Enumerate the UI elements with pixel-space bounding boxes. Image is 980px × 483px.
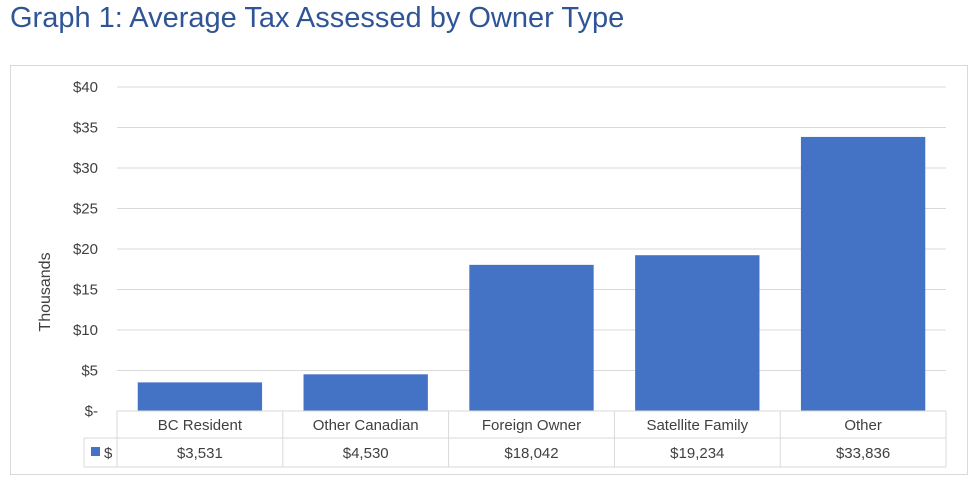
y-tick-label: $10 bbox=[73, 322, 98, 339]
category-label: Other bbox=[844, 417, 882, 434]
y-axis-label: Thousands bbox=[37, 252, 54, 331]
bar bbox=[635, 255, 760, 411]
bar bbox=[137, 382, 263, 411]
chart-frame bbox=[10, 65, 968, 475]
data-table: $ BC Resident $3,531 Other Canadian $4,530 Fo… bbox=[83, 410, 947, 468]
bar bbox=[303, 374, 428, 411]
category-label: Foreign Owner bbox=[482, 417, 581, 434]
y-tick-label: $35 bbox=[73, 120, 98, 137]
category-label: BC Resident bbox=[158, 417, 243, 434]
y-tick-label: $40 bbox=[73, 79, 98, 96]
bar bbox=[800, 136, 926, 411]
y-tick-label: $5 bbox=[81, 363, 98, 380]
category-label: Satellite Family bbox=[646, 417, 748, 434]
y-tick-label: $- bbox=[85, 403, 98, 420]
page-title: Graph 1: Average Tax Assessed by Owner T… bbox=[10, 2, 625, 34]
bars bbox=[137, 136, 926, 411]
value-label: $18,042 bbox=[504, 445, 558, 462]
y-tick-label: $30 bbox=[73, 160, 98, 177]
y-tick-label: $15 bbox=[73, 282, 98, 299]
y-tick-label: $20 bbox=[73, 241, 98, 258]
value-label: $4,530 bbox=[343, 445, 389, 462]
value-label: $3,531 bbox=[177, 445, 223, 462]
value-label: $19,234 bbox=[670, 445, 724, 462]
y-tick-label: $25 bbox=[73, 201, 98, 218]
y-tick-labels: $- $5 $10 $15 $20 $25 $30 $35 $40 bbox=[73, 79, 98, 420]
legend-key bbox=[91, 447, 100, 456]
value-label: $33,836 bbox=[836, 445, 890, 462]
legend-label: $ bbox=[104, 445, 113, 462]
category-label: Other Canadian bbox=[313, 417, 419, 434]
bar bbox=[469, 264, 594, 411]
